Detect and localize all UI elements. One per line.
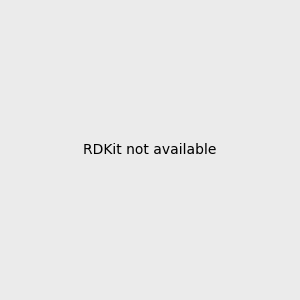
Text: RDKit not available: RDKit not available <box>83 143 217 157</box>
